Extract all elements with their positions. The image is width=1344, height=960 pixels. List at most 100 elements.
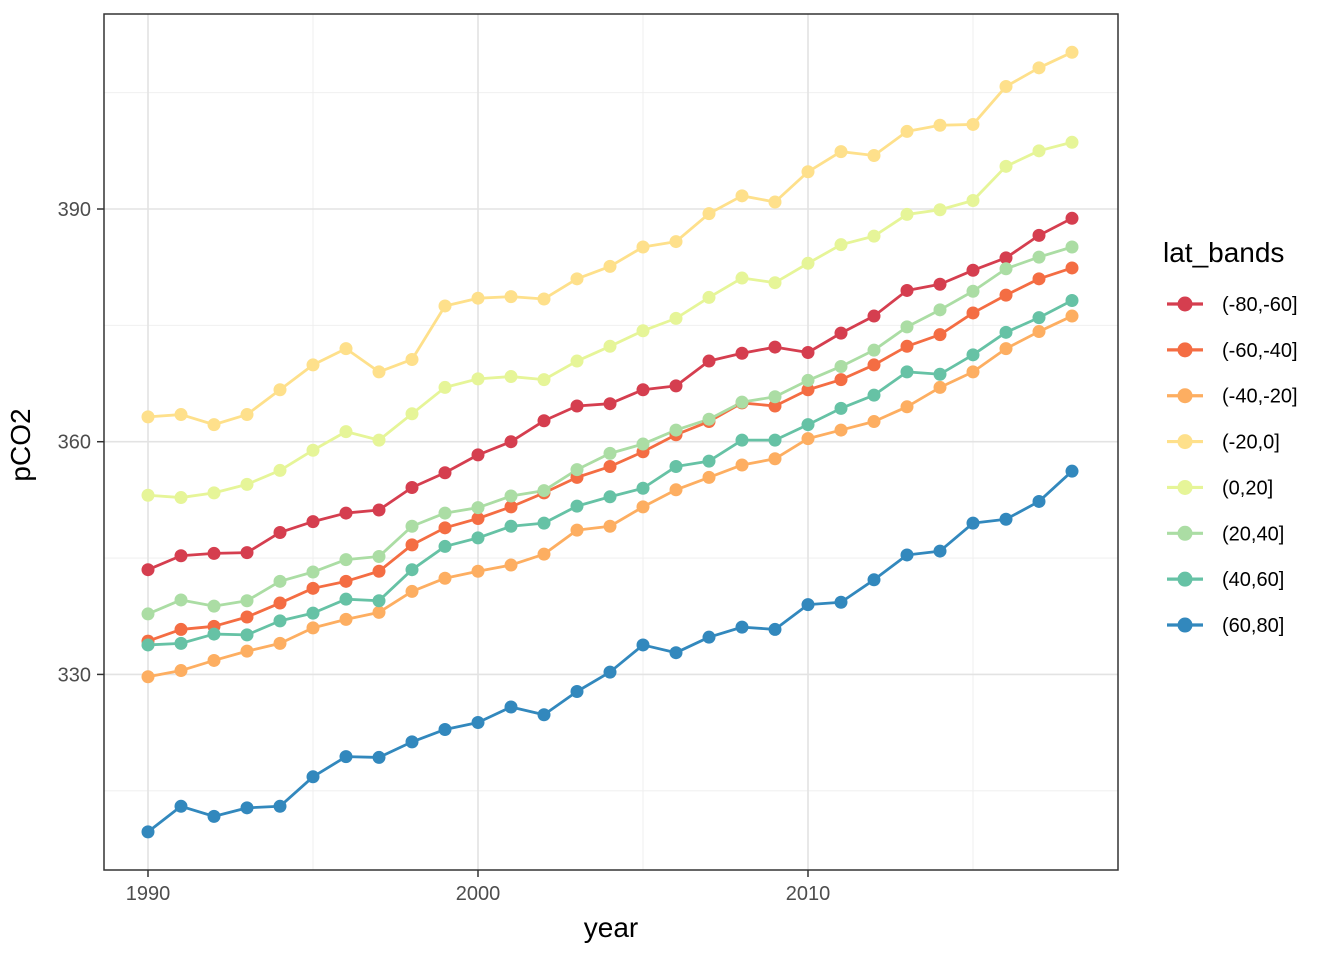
series-point-4-2013 xyxy=(900,207,914,221)
series-point-2-2016 xyxy=(999,342,1013,356)
series-point-3-2010 xyxy=(801,165,815,179)
series-point-0-1997 xyxy=(372,503,386,517)
series-point-4-2003 xyxy=(570,354,584,368)
series-point-5-1992 xyxy=(207,599,221,613)
series-point-5-2018 xyxy=(1065,240,1079,254)
series-point-5-1995 xyxy=(306,565,320,579)
series-point-3-2002 xyxy=(537,292,551,306)
series-point-1-2016 xyxy=(999,288,1013,302)
series-point-7-2004 xyxy=(603,665,617,679)
series-point-0-2009 xyxy=(768,340,782,354)
series-point-7-2014 xyxy=(933,544,947,558)
series-point-2-2013 xyxy=(900,400,914,414)
series-point-2-2001 xyxy=(504,558,518,572)
series-point-3-2017 xyxy=(1032,61,1046,75)
series-point-1-2018 xyxy=(1065,261,1079,275)
series-point-4-2016 xyxy=(999,159,1013,173)
series-point-1-1996 xyxy=(339,574,353,588)
series-point-0-2003 xyxy=(570,399,584,413)
series-point-2-1992 xyxy=(207,653,221,667)
series-point-7-2006 xyxy=(669,646,683,660)
series-point-2-1991 xyxy=(174,664,188,678)
series-point-6-2005 xyxy=(636,481,650,495)
series-point-3-1996 xyxy=(339,342,353,356)
series-point-3-2013 xyxy=(900,124,914,138)
legend-key-point-4 xyxy=(1177,479,1193,495)
series-point-6-1992 xyxy=(207,627,221,641)
series-point-7-1999 xyxy=(438,722,452,736)
series-point-3-1992 xyxy=(207,418,221,432)
series-point-1-1998 xyxy=(405,538,419,552)
series-point-4-2015 xyxy=(966,193,980,207)
series-point-7-1990 xyxy=(141,825,155,839)
series-point-3-2016 xyxy=(999,79,1013,93)
series-point-7-2013 xyxy=(900,548,914,562)
legend-key-point-5 xyxy=(1177,525,1193,541)
series-point-3-2011 xyxy=(834,145,848,159)
series-point-5-2017 xyxy=(1032,250,1046,264)
series-point-3-2012 xyxy=(867,148,881,162)
series-point-2-2006 xyxy=(669,483,683,497)
series-point-4-2000 xyxy=(471,372,485,386)
series-point-6-2015 xyxy=(966,348,980,362)
series-point-5-1998 xyxy=(405,519,419,533)
series-point-6-1998 xyxy=(405,563,419,577)
series-point-2-2003 xyxy=(570,523,584,537)
series-point-7-1994 xyxy=(273,799,287,813)
series-point-0-2000 xyxy=(471,448,485,462)
series-point-4-2011 xyxy=(834,238,848,252)
series-point-2-2002 xyxy=(537,547,551,561)
series-point-0-2016 xyxy=(999,251,1013,265)
series-point-0-2005 xyxy=(636,383,650,397)
series-point-3-2004 xyxy=(603,259,617,273)
legend-item-label-1: (-60,-40] xyxy=(1222,340,1298,362)
series-point-2-2005 xyxy=(636,500,650,514)
legend-key-point-1 xyxy=(1177,342,1193,358)
series-point-7-1993 xyxy=(240,801,254,815)
series-point-3-2006 xyxy=(669,235,683,249)
series-point-0-2017 xyxy=(1032,228,1046,242)
series-point-5-1991 xyxy=(174,593,188,607)
series-point-7-2012 xyxy=(867,573,881,587)
series-point-4-2009 xyxy=(768,276,782,290)
series-point-7-2018 xyxy=(1065,464,1079,478)
series-point-5-2009 xyxy=(768,390,782,404)
series-point-3-1995 xyxy=(306,358,320,372)
y-tick-label-330: 330 xyxy=(58,664,91,686)
series-point-3-2018 xyxy=(1065,45,1079,59)
series-point-4-1999 xyxy=(438,380,452,394)
legend-item-label-4: (0,20] xyxy=(1222,477,1273,499)
series-point-3-1991 xyxy=(174,408,188,422)
series-point-2-1996 xyxy=(339,612,353,626)
series-point-2-2000 xyxy=(471,564,485,578)
series-point-7-2000 xyxy=(471,716,485,730)
series-point-4-1997 xyxy=(372,433,386,447)
series-point-6-1999 xyxy=(438,539,452,553)
series-point-1-1994 xyxy=(273,596,287,610)
series-point-7-2001 xyxy=(504,700,518,714)
series-point-0-1996 xyxy=(339,506,353,520)
series-point-0-2011 xyxy=(834,326,848,340)
series-point-1-2015 xyxy=(966,306,980,320)
legend-item-label-5: (20,40] xyxy=(1222,523,1284,545)
series-point-5-2011 xyxy=(834,359,848,373)
series-point-5-2000 xyxy=(471,501,485,515)
series-point-7-2017 xyxy=(1032,494,1046,508)
series-point-7-2010 xyxy=(801,598,815,612)
series-point-4-2002 xyxy=(537,373,551,387)
series-point-2-1997 xyxy=(372,605,386,619)
series-point-6-2018 xyxy=(1065,294,1079,308)
x-tick-label-1990: 1990 xyxy=(126,883,171,905)
series-point-0-1990 xyxy=(141,563,155,577)
series-point-6-2000 xyxy=(471,531,485,545)
series-point-2-2017 xyxy=(1032,325,1046,339)
series-point-0-2013 xyxy=(900,283,914,297)
series-point-3-2008 xyxy=(735,189,749,203)
series-point-6-2013 xyxy=(900,365,914,379)
series-point-4-1990 xyxy=(141,488,155,502)
series-point-1-1993 xyxy=(240,610,254,624)
series-point-5-2003 xyxy=(570,463,584,477)
series-point-5-2008 xyxy=(735,395,749,409)
series-point-0-1993 xyxy=(240,546,254,560)
